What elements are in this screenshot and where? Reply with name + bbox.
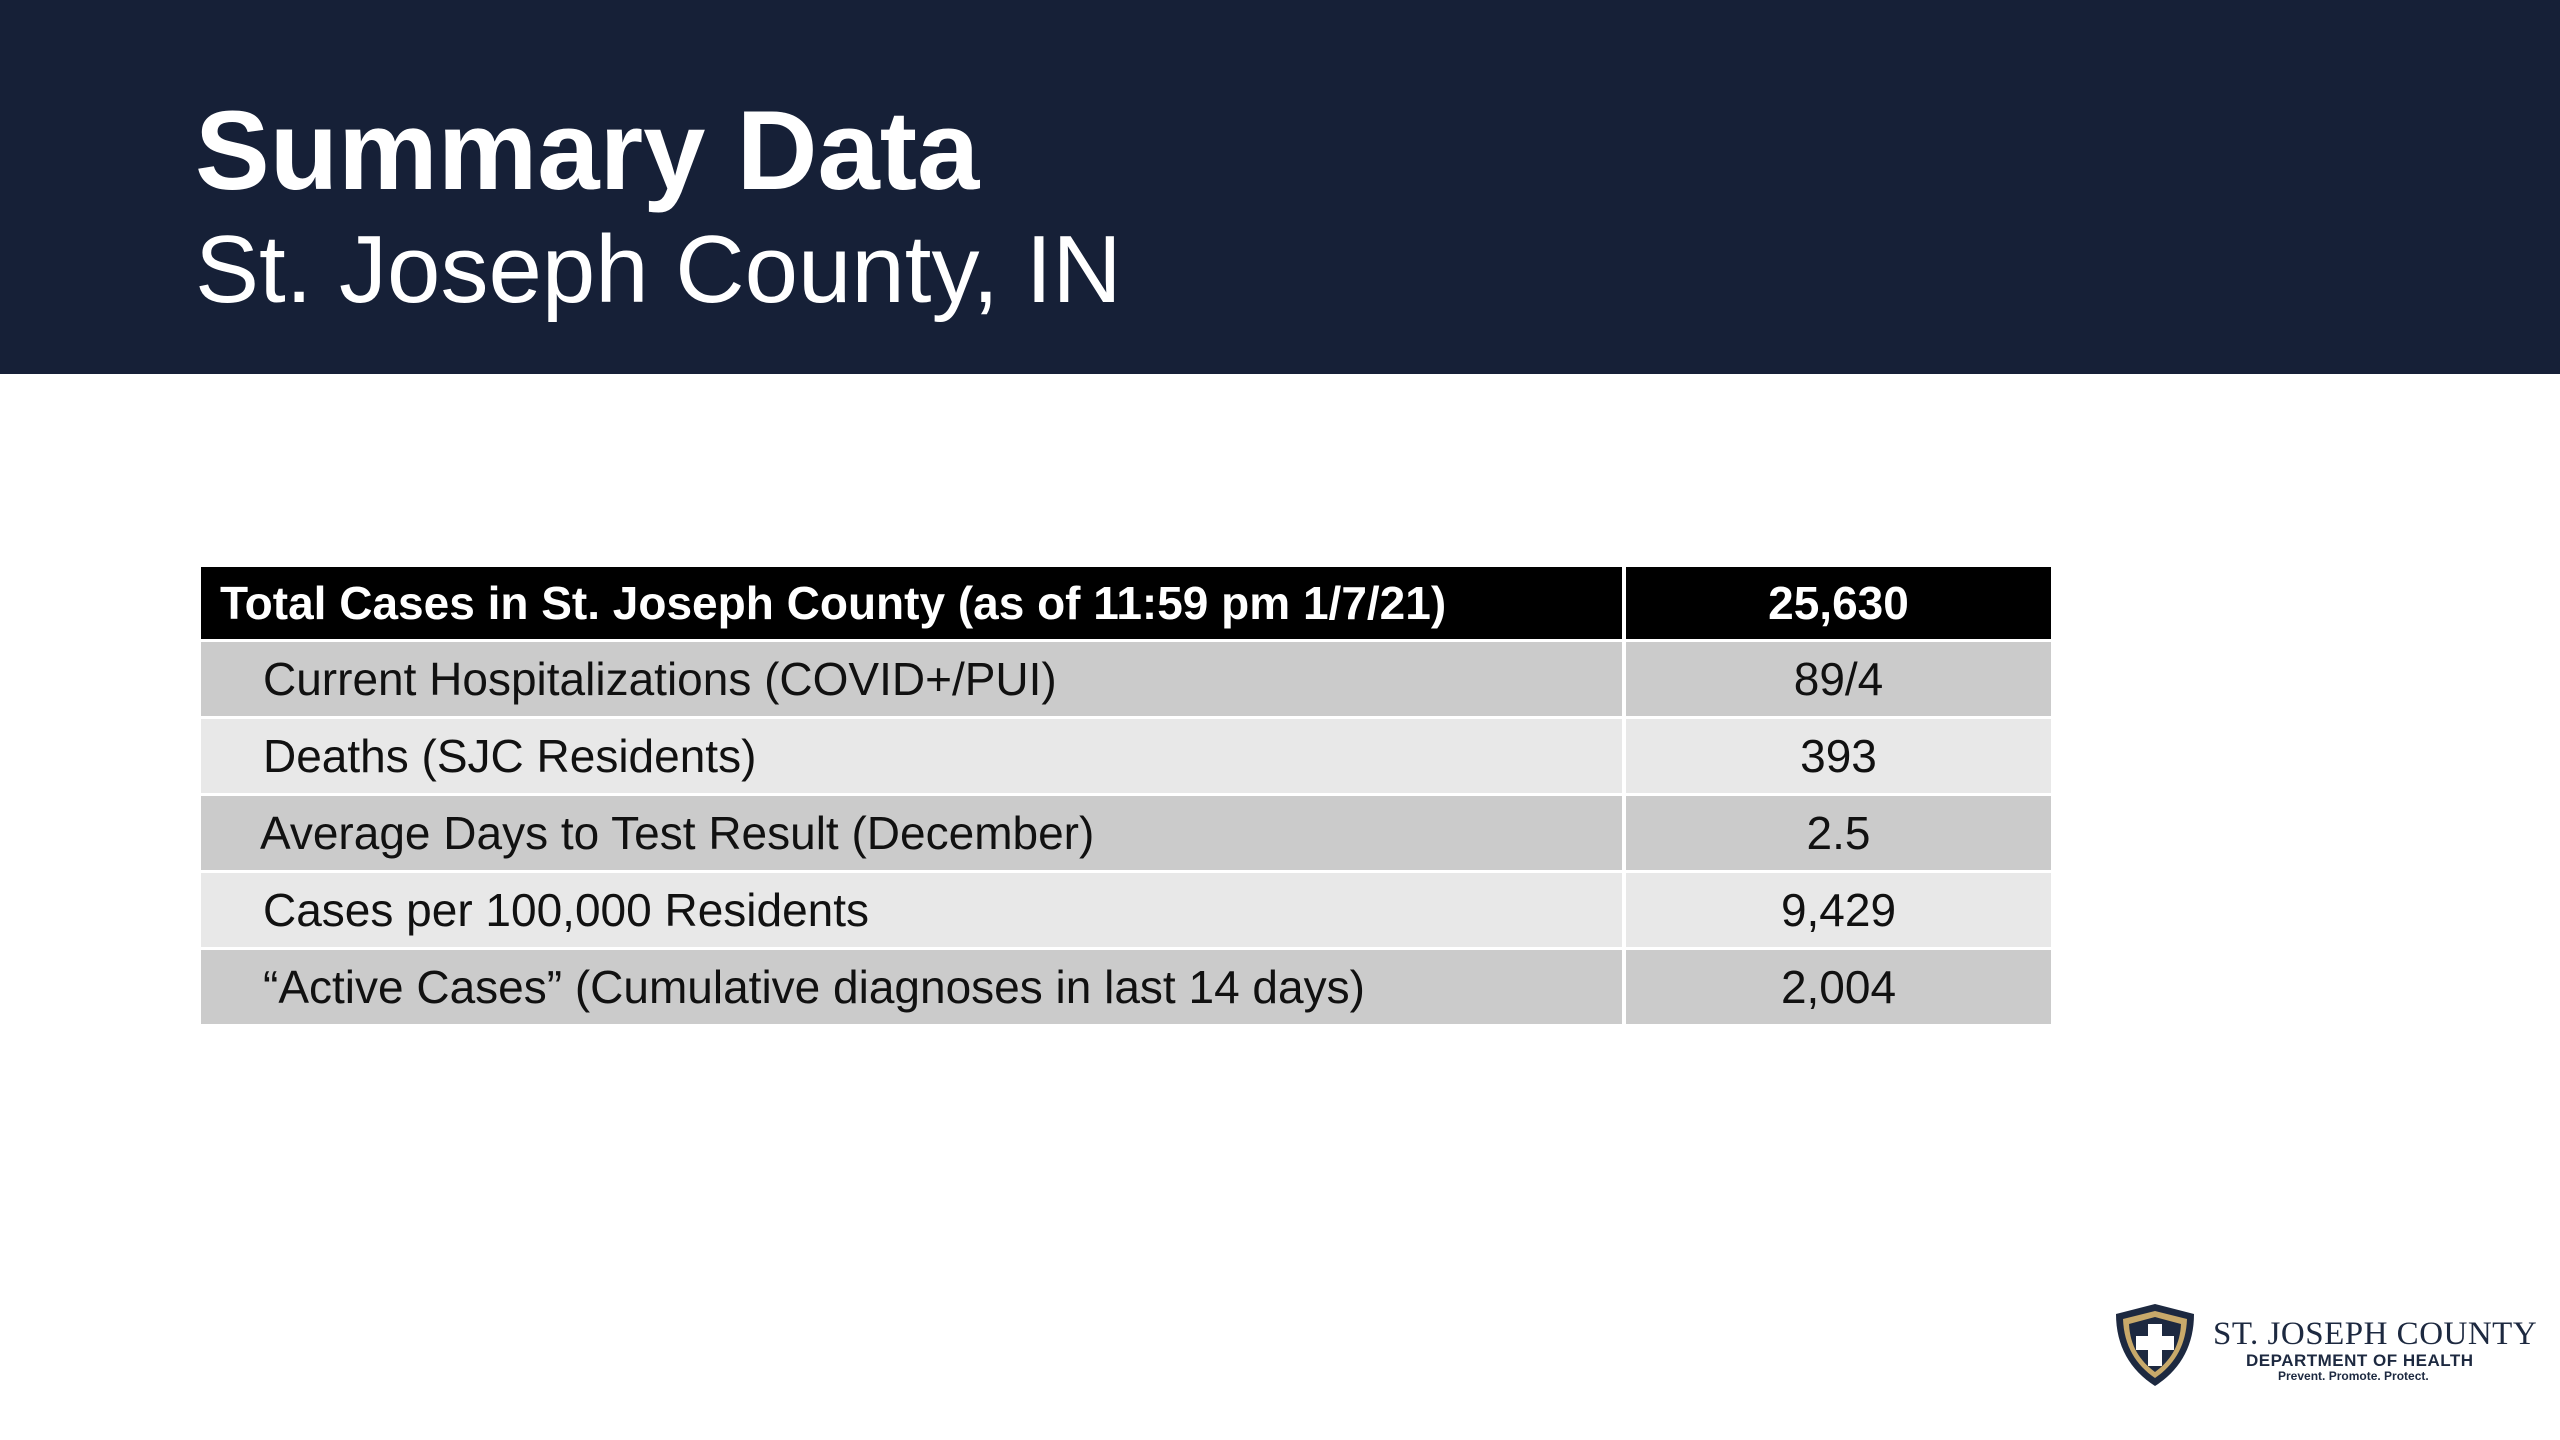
shield-cross-icon xyxy=(2116,1304,2194,1386)
row-value: 89/4 xyxy=(1626,642,2051,719)
total-cases-label: Total Cases in St. Joseph County (as of … xyxy=(201,567,1626,642)
logo-tagline: Prevent. Promote. Protect. xyxy=(2278,1369,2429,1383)
table-row: Current Hospitalizations (COVID+/PUI) 89… xyxy=(201,642,2051,719)
logo-department: DEPARTMENT OF HEALTH xyxy=(2246,1351,2474,1370)
table-row: “Active Cases” (Cumulative diagnoses in … xyxy=(201,950,2051,1027)
row-label: Current Hospitalizations (COVID+/PUI) xyxy=(201,642,1626,719)
row-label: Deaths (SJC Residents) xyxy=(201,719,1626,796)
row-value: 2,004 xyxy=(1626,950,2051,1027)
row-value: 9,429 xyxy=(1626,873,2051,950)
page-subtitle: St. Joseph County, IN xyxy=(195,216,1122,323)
summary-table: Total Cases in St. Joseph County (as of … xyxy=(201,567,2051,1027)
total-cases-value: 25,630 xyxy=(1626,567,2051,642)
table-row: Cases per 100,000 Residents 9,429 xyxy=(201,873,2051,950)
table-header-row: Total Cases in St. Joseph County (as of … xyxy=(201,567,2051,642)
row-label: Average Days to Test Result (December) xyxy=(201,796,1626,873)
logo-county-name: ST. JOSEPH COUNTY xyxy=(2213,1316,2538,1352)
table-row: Deaths (SJC Residents) 393 xyxy=(201,719,2051,796)
page-title: Summary Data xyxy=(195,88,980,213)
row-value: 2.5 xyxy=(1626,796,2051,873)
row-value: 393 xyxy=(1626,719,2051,796)
row-label: Cases per 100,000 Residents xyxy=(201,873,1626,950)
health-department-logo: ST. JOSEPH COUNTY DEPARTMENT OF HEALTH P… xyxy=(2110,1300,2537,1395)
table-row: Average Days to Test Result (December) 2… xyxy=(201,796,2051,873)
header-band xyxy=(0,0,2560,374)
row-label: “Active Cases” (Cumulative diagnoses in … xyxy=(201,950,1626,1027)
